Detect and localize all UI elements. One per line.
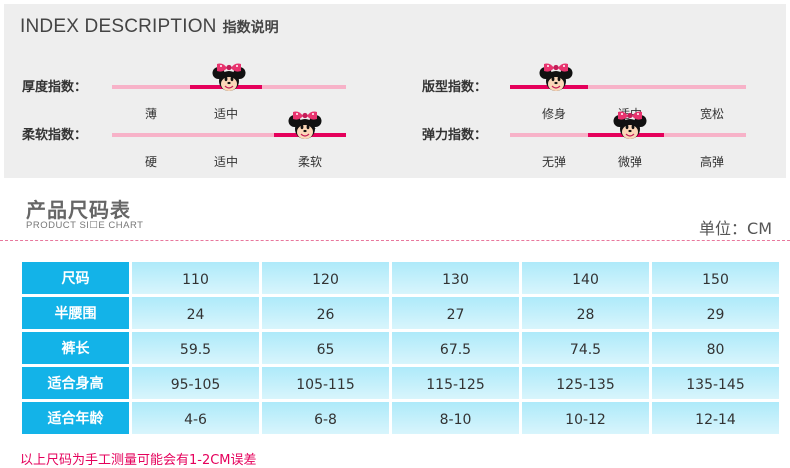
index-option: 薄 xyxy=(144,107,158,121)
table-cell: 65 xyxy=(262,332,389,364)
table-row: 裤长 59.5 65 67.5 74.5 80 xyxy=(22,332,779,364)
table-cell: 28 xyxy=(522,297,649,329)
cell-value: 80 xyxy=(706,342,725,358)
index-label: 弹力指数： xyxy=(422,128,488,143)
table-cell: 105-115 xyxy=(262,367,389,399)
index-row-softness: 柔软指数： 硬 适中 柔软 xyxy=(22,110,352,170)
cell-value: 10-12 xyxy=(565,412,606,428)
table-cell: 135-145 xyxy=(652,367,779,399)
index-track: 薄 适中 厚 xyxy=(112,63,346,133)
table-row: 半腰围 24 26 27 28 29 xyxy=(22,297,779,329)
table-cell: 74.5 xyxy=(522,332,649,364)
row-header: 适合身高 xyxy=(22,367,129,399)
index-label: 版型指数： xyxy=(422,80,488,95)
table-cell: 67.5 xyxy=(392,332,519,364)
table-cell: 140 xyxy=(522,262,649,294)
table-cell: 29 xyxy=(652,297,779,329)
minnie-mouse-icon xyxy=(539,61,573,93)
index-option-selected: 柔软 xyxy=(297,155,323,169)
index-title-cn: 指数说明 xyxy=(222,20,279,36)
table-cell: 6-8 xyxy=(262,402,389,434)
table-cell: 110 xyxy=(132,262,259,294)
table-row: 适合年龄 4-6 6-8 8-10 10-12 12-14 xyxy=(22,402,779,434)
index-options: 无弹 微弹 高弹 xyxy=(510,153,746,171)
cell-value: 24 xyxy=(186,307,205,323)
cell-value: 74.5 xyxy=(569,342,602,358)
table-cell: 130 xyxy=(392,262,519,294)
table-row: 尺码 110 120 130 140 150 xyxy=(22,262,779,294)
cell-value: 105-115 xyxy=(296,377,355,393)
index-panel: INDEX DESCRIPTION 指数说明 厚度指数： 薄 适中 厚 xyxy=(4,4,786,178)
table-cell: 4-6 xyxy=(132,402,259,434)
size-chart-title: 产品尺码表 xyxy=(26,198,131,222)
index-row-thickness: 厚度指数： 薄 适中 厚 xyxy=(22,63,352,133)
cell-value: 59.5 xyxy=(179,342,212,358)
index-title-en: INDEX DESCRIPTION xyxy=(20,16,217,37)
cell-value: 95-105 xyxy=(170,377,221,393)
size-chart-subtitle: PRODUCT SI☐E CHART xyxy=(26,220,144,231)
table-cell: 27 xyxy=(392,297,519,329)
cell-value: 120 xyxy=(312,272,339,288)
index-track: 无弹 微弹 高弹 xyxy=(510,111,746,169)
minnie-mouse-icon xyxy=(212,61,246,93)
index-option: 高弹 xyxy=(699,155,725,169)
cell-value: 8-10 xyxy=(439,412,472,428)
table-cell: 8-10 xyxy=(392,402,519,434)
table-cell: 24 xyxy=(132,297,259,329)
cell-value: 125-135 xyxy=(556,377,615,393)
cell-value: 28 xyxy=(576,307,595,323)
size-table: 尺码 110 120 130 140 150 半腰围 24 26 27 28 2… xyxy=(19,259,782,437)
cell-value: 130 xyxy=(442,272,469,288)
index-label: 柔软指数： xyxy=(22,128,88,143)
index-option: 宽松 xyxy=(699,107,725,121)
table-cell: 80 xyxy=(652,332,779,364)
index-option: 硬 xyxy=(144,155,158,169)
row-header: 尺码 xyxy=(22,262,129,294)
table-cell: 120 xyxy=(262,262,389,294)
table-cell: 26 xyxy=(262,297,389,329)
table-cell: 125-135 xyxy=(522,367,649,399)
measurement-note: 以上尺码为手工测量可能会有1-2CM误差 xyxy=(20,453,257,468)
cell-value: 110 xyxy=(182,272,209,288)
index-row-elasticity: 弹力指数： 无弹 微弹 高弹 xyxy=(422,110,762,170)
index-options: 硬 适中 柔软 xyxy=(112,153,346,171)
index-option-selected: 适中 xyxy=(213,107,239,121)
table-cell: 12-14 xyxy=(652,402,779,434)
index-title: INDEX DESCRIPTION 指数说明 xyxy=(20,16,279,38)
index-track: 硬 适中 柔软 xyxy=(112,111,346,169)
row-header: 适合年龄 xyxy=(22,402,129,434)
cell-value: 115-125 xyxy=(426,377,485,393)
cell-value: 6-8 xyxy=(314,412,337,428)
cell-value: 29 xyxy=(706,307,725,323)
table-cell: 10-12 xyxy=(522,402,649,434)
cell-value: 27 xyxy=(446,307,465,323)
cell-value: 12-14 xyxy=(695,412,736,428)
cell-value: 140 xyxy=(572,272,599,288)
cell-value: 65 xyxy=(316,342,335,358)
unit-label: 单位：CM xyxy=(699,219,772,238)
row-header: 半腰围 xyxy=(22,297,129,329)
index-option: 适中 xyxy=(213,155,239,169)
table-cell: 95-105 xyxy=(132,367,259,399)
table-cell: 59.5 xyxy=(132,332,259,364)
row-header: 裤长 xyxy=(22,332,129,364)
minnie-mouse-icon xyxy=(613,109,647,141)
cell-value: 135-145 xyxy=(686,377,745,393)
index-option-selected: 微弹 xyxy=(617,155,643,169)
cell-value: 4-6 xyxy=(184,412,207,428)
table-cell: 150 xyxy=(652,262,779,294)
dashed-divider xyxy=(0,240,790,241)
cell-value: 26 xyxy=(316,307,335,323)
cell-value: 67.5 xyxy=(439,342,472,358)
index-option-selected: 修身 xyxy=(541,107,567,121)
index-option: 无弹 xyxy=(541,155,567,169)
index-track: 修身 适中 宽松 xyxy=(510,63,746,121)
table-cell: 115-125 xyxy=(392,367,519,399)
table-row: 适合身高 95-105 105-115 115-125 125-135 135-… xyxy=(22,367,779,399)
index-label: 厚度指数： xyxy=(22,80,88,95)
minnie-mouse-icon xyxy=(288,109,322,141)
cell-value: 150 xyxy=(702,272,729,288)
